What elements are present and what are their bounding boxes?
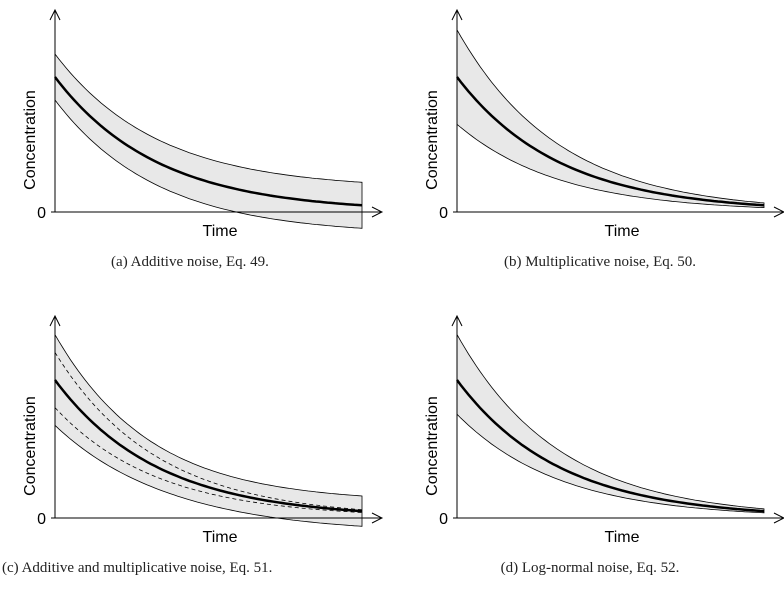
y-axis-label: Concentration — [22, 396, 39, 496]
x-axis-label: Time — [203, 529, 238, 546]
mean-curve — [455, 379, 765, 513]
dashed-curve — [54, 407, 363, 513]
x-axis-label: Time — [203, 223, 238, 240]
y-axis-label: Concentration — [424, 90, 441, 190]
caption: (d) Log-normal noise, Eq. 52. — [500, 560, 680, 576]
caption: (b) Multiplicative noise, Eq. 50. — [503, 254, 697, 270]
dashed-curve — [54, 352, 363, 511]
caption: (a) Additive noise, Eq. 49. — [111, 254, 269, 270]
caption: (c) Additive and multiplicative noise, E… — [2, 560, 273, 576]
y-tick-label: 0 — [439, 205, 448, 222]
x-arrow — [371, 512, 384, 524]
noise-band — [54, 52, 363, 229]
noise-band — [456, 28, 765, 209]
mean-curve — [456, 76, 765, 207]
mean-curve — [54, 76, 363, 207]
x-arrow — [773, 206, 784, 218]
y-arrow — [451, 8, 463, 21]
y-tick-label: 0 — [37, 511, 46, 528]
noise-band — [456, 332, 765, 514]
y-tick-label: 0 — [439, 511, 448, 528]
y-arrow — [451, 314, 463, 327]
x-axis-label: Time — [605, 223, 640, 240]
x-axis-label: Time — [605, 529, 640, 546]
y-arrow — [49, 314, 61, 327]
x-arrow — [773, 512, 784, 524]
y-arrow — [49, 8, 61, 21]
x-arrow — [371, 206, 384, 218]
mean-curve — [53, 379, 363, 513]
y-axis-label: Concentration — [424, 396, 441, 496]
y-tick-label: 0 — [37, 205, 46, 222]
y-axis-label: Concentration — [22, 90, 39, 190]
